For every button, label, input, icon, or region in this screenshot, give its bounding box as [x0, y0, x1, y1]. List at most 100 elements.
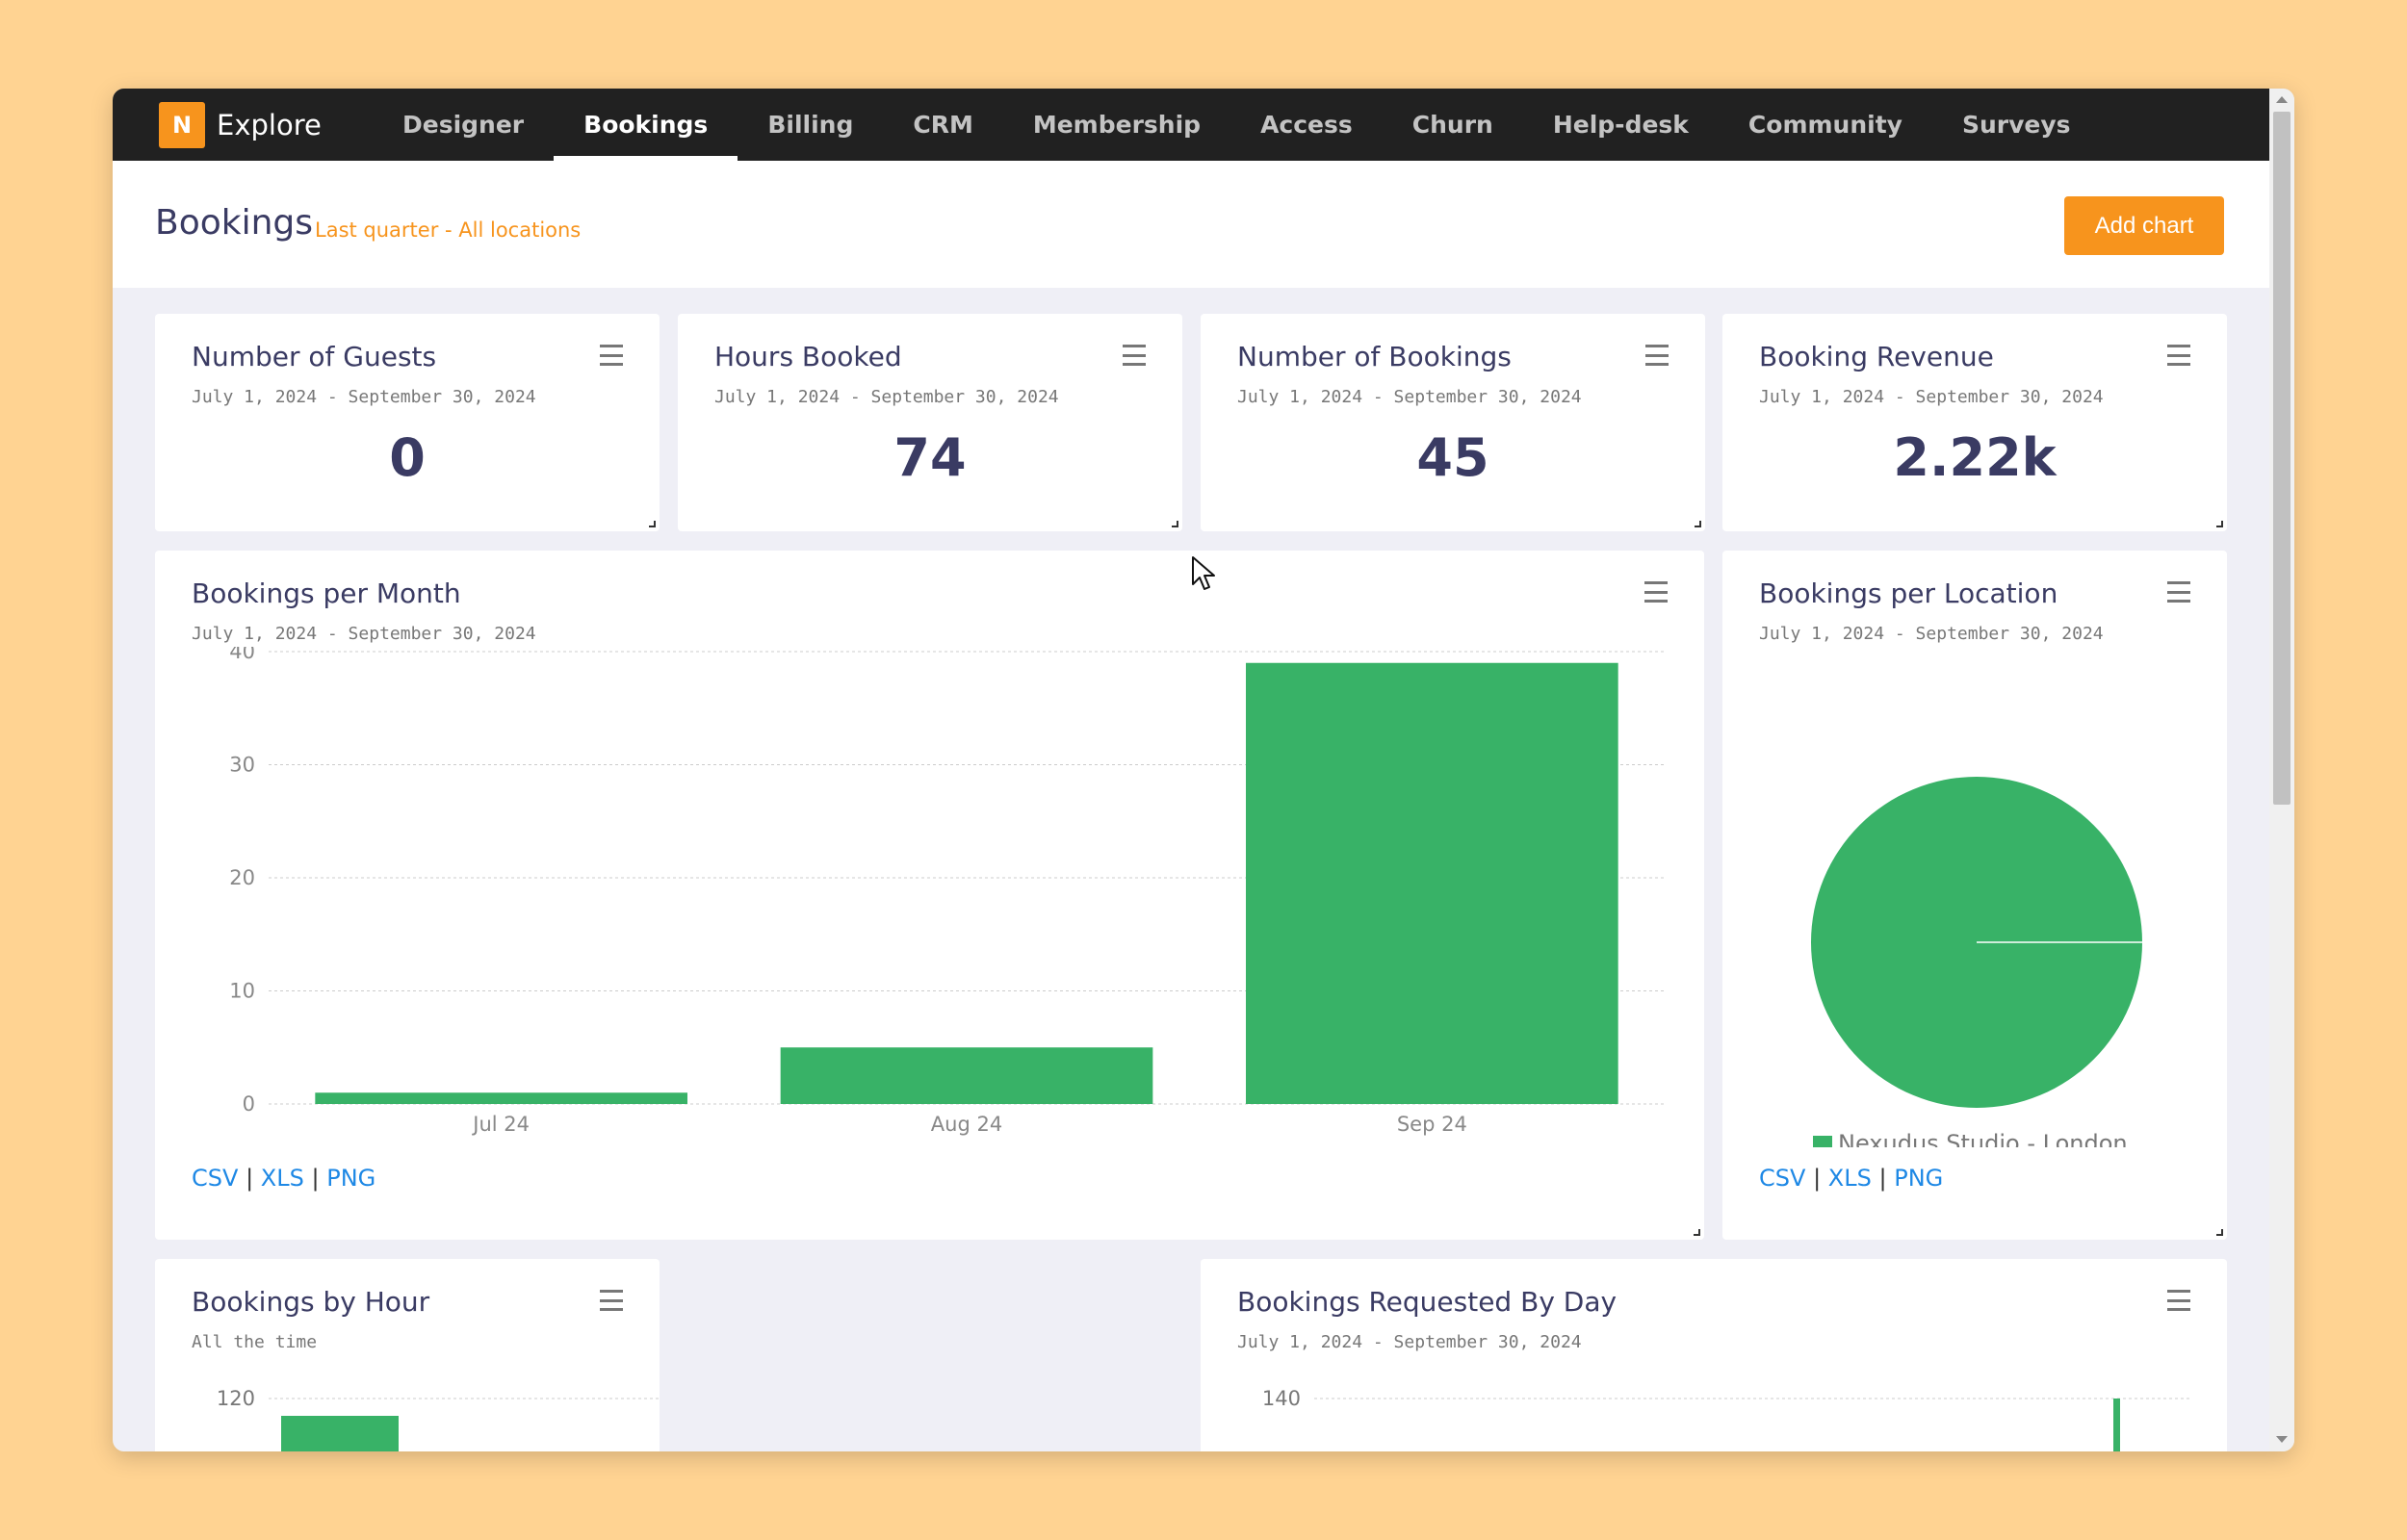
card-title: Bookings by Hour: [192, 1286, 430, 1318]
app-window: N Explore Designer Bookings Billing CRM Memb…: [113, 89, 2294, 1451]
add-chart-button[interactable]: Add chart: [2064, 196, 2224, 255]
nav-item-access[interactable]: Access: [1260, 111, 1353, 139]
y-tick-label: 30: [229, 754, 255, 777]
card-date-range: July 1, 2024 - September 30, 2024: [1759, 624, 2104, 644]
chart-card-bookings-per-month: Bookings per Month July 1, 2024 - Septem…: [155, 551, 1704, 1240]
bar-jul-24: [315, 1092, 687, 1104]
brand[interactable]: N Explore: [159, 102, 322, 148]
y-tick-label: 40: [229, 647, 255, 663]
export-links: CSV | XLS | PNG: [1759, 1165, 1943, 1192]
bookings-per-month-chart: 0 10 20 30 40 Jul 24 Aug 24 Sep 24: [229, 647, 1665, 1136]
page-filter-summary[interactable]: Last quarter - All locations: [315, 218, 582, 242]
bookings-by-hour-chart: 120: [217, 1387, 660, 1451]
resize-handle-icon[interactable]: [2216, 1229, 2223, 1236]
y-tick-label: 10: [229, 980, 255, 1003]
kpi-value: 74: [893, 427, 967, 488]
resize-handle-icon[interactable]: [1172, 521, 1178, 527]
kpi-card-guests: Number of Guests July 1, 2024 - Septembe…: [155, 314, 660, 531]
export-png-link[interactable]: PNG: [326, 1165, 376, 1192]
bar-aug-24: [780, 1047, 1153, 1104]
nav-item-designer[interactable]: Designer: [402, 111, 525, 139]
nav-item-membership[interactable]: Membership: [1032, 111, 1202, 139]
scroll-down-icon[interactable]: [2276, 1436, 2288, 1443]
y-tick-label: 0: [243, 1092, 255, 1116]
nav-item-churn[interactable]: Churn: [1411, 111, 1493, 139]
export-separator: |: [1813, 1165, 1822, 1192]
kpi-value: 0: [389, 427, 426, 488]
scroll-up-icon[interactable]: [2276, 96, 2288, 103]
resize-handle-icon[interactable]: [1694, 1229, 1700, 1236]
bar: [2113, 1399, 2120, 1451]
kpi-card-revenue: Booking Revenue July 1, 2024 - September…: [1722, 314, 2227, 531]
bookings-by-day-chart: 140: [1262, 1387, 2190, 1451]
card-title: Bookings Requested By Day: [1237, 1286, 1618, 1318]
nav-item-surveys[interactable]: Surveys: [1961, 111, 2071, 139]
card-date-range: July 1, 2024 - September 30, 2024: [192, 624, 536, 644]
card-title: Number of Guests: [192, 341, 437, 372]
card-title: Booking Revenue: [1759, 341, 1994, 372]
x-tick-label: Jul 24: [471, 1113, 530, 1136]
export-links: CSV | XLS | PNG: [192, 1165, 375, 1192]
export-separator: |: [246, 1165, 254, 1192]
chart-card-bookings-by-day: Bookings Requested By Day July 1, 2024 -…: [1201, 1259, 2227, 1451]
nav-item-help-desk[interactable]: Help-desk: [1552, 111, 1689, 139]
card-date-range: July 1, 2024 - September 30, 2024: [714, 387, 1059, 407]
kpi-value: 45: [1416, 427, 1489, 488]
bar: [281, 1416, 399, 1451]
kpi-value: 2.22k: [1893, 427, 2057, 488]
export-csv-link[interactable]: CSV: [1759, 1165, 1806, 1192]
card-date-range: July 1, 2024 - September 30, 2024: [1237, 1332, 1582, 1352]
nav-item-community[interactable]: Community: [1747, 111, 1902, 139]
kpi-card-hours: Hours Booked July 1, 2024 - September 30…: [678, 314, 1182, 531]
x-tick-label: Aug 24: [931, 1113, 1002, 1136]
card-title: Hours Booked: [714, 341, 902, 372]
card-menu-icon[interactable]: [2167, 581, 2190, 603]
legend-label: Nexudus Studio - London: [1838, 1130, 2128, 1147]
kpi-card-bookings: Number of Bookings July 1, 2024 - Septem…: [1201, 314, 1705, 531]
y-tick-label: 140: [1262, 1387, 1301, 1410]
brand-name: Explore: [217, 109, 322, 141]
chart-card-bookings-by-hour: Bookings by Hour All the time 120: [155, 1259, 660, 1451]
card-title: Bookings per Month: [192, 578, 461, 609]
resize-handle-icon[interactable]: [649, 521, 656, 527]
x-tick-label: Sep 24: [1397, 1113, 1467, 1136]
card-date-range: July 1, 2024 - September 30, 2024: [1237, 387, 1582, 407]
page-title: Bookings: [155, 203, 314, 243]
export-csv-link[interactable]: CSV: [192, 1165, 239, 1192]
card-menu-icon[interactable]: [600, 1290, 623, 1311]
nav-item-billing[interactable]: Billing: [767, 111, 854, 139]
card-menu-icon[interactable]: [2167, 345, 2190, 366]
nav-item-crm[interactable]: CRM: [913, 111, 973, 139]
card-menu-icon[interactable]: [1123, 345, 1146, 366]
card-menu-icon[interactable]: [600, 345, 623, 366]
export-separator: |: [1878, 1165, 1887, 1192]
export-xls-link[interactable]: XLS: [260, 1165, 304, 1192]
card-date-range: All the time: [192, 1332, 318, 1352]
nav-item-bookings[interactable]: Bookings: [554, 89, 738, 161]
bar-sep-24: [1246, 662, 1618, 1104]
card-title: Bookings per Location: [1759, 578, 2058, 609]
nav-menu: Designer Bookings Billing CRM Membership Acce…: [373, 89, 2101, 161]
card-date-range: July 1, 2024 - September 30, 2024: [1759, 387, 2104, 407]
vertical-scrollbar[interactable]: [2269, 89, 2294, 1451]
card-menu-icon[interactable]: [2167, 1290, 2190, 1311]
chart-card-bookings-per-location: Bookings per Location July 1, 2024 - Sep…: [1722, 551, 2227, 1240]
card-date-range: July 1, 2024 - September 30, 2024: [192, 387, 536, 407]
y-tick-label: 20: [229, 866, 255, 889]
y-tick-label: 120: [217, 1387, 255, 1410]
resize-handle-icon[interactable]: [1695, 521, 1701, 527]
page-header: Bookings Last quarter - All locations Ad…: [113, 161, 2269, 288]
brand-logo: N: [159, 102, 205, 148]
export-separator: |: [311, 1165, 320, 1192]
card-title: Number of Bookings: [1237, 341, 1512, 372]
card-menu-icon[interactable]: [1644, 581, 1668, 603]
top-navbar: N Explore Designer Bookings Billing CRM Memb…: [113, 89, 2269, 161]
mouse-cursor-icon: [1192, 556, 1215, 590]
export-png-link[interactable]: PNG: [1894, 1165, 1944, 1192]
resize-handle-icon[interactable]: [2216, 521, 2223, 527]
legend-swatch: [1813, 1136, 1832, 1147]
scroll-thumb[interactable]: [2273, 112, 2291, 805]
export-xls-link[interactable]: XLS: [1827, 1165, 1872, 1192]
bookings-per-location-pie: Nexudus Studio - London: [1811, 777, 2142, 1147]
card-menu-icon[interactable]: [1645, 345, 1669, 366]
